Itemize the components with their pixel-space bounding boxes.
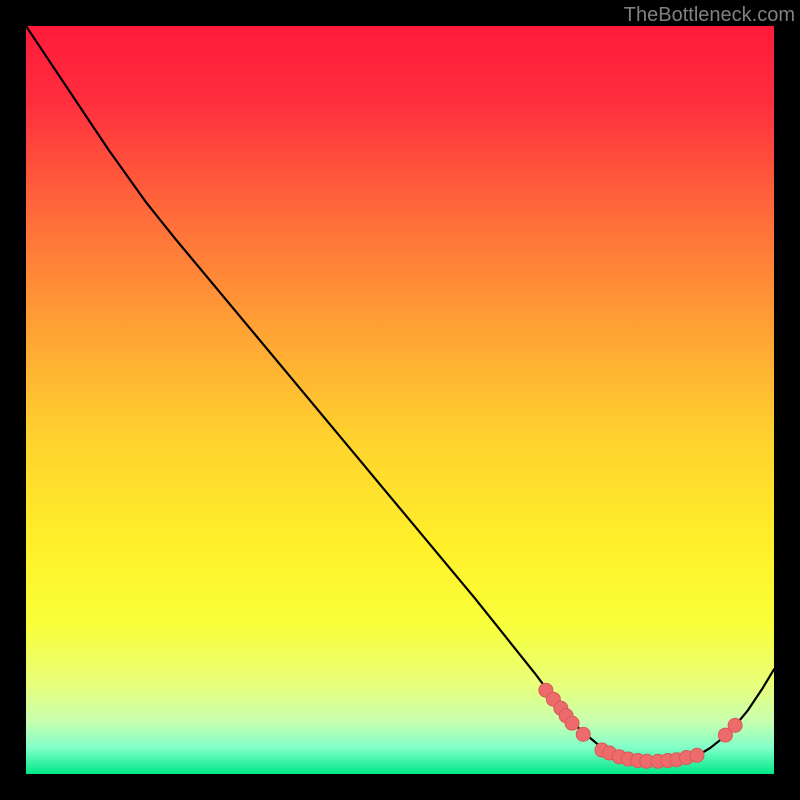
curve-marker (576, 727, 590, 741)
curve-marker (565, 716, 579, 730)
chart-svg (26, 26, 774, 774)
curve-marker (728, 718, 742, 732)
watermark-text: TheBottleneck.com (624, 4, 795, 27)
chart-plot-area (26, 26, 774, 774)
gradient-background (26, 26, 774, 774)
curve-marker (690, 748, 704, 762)
